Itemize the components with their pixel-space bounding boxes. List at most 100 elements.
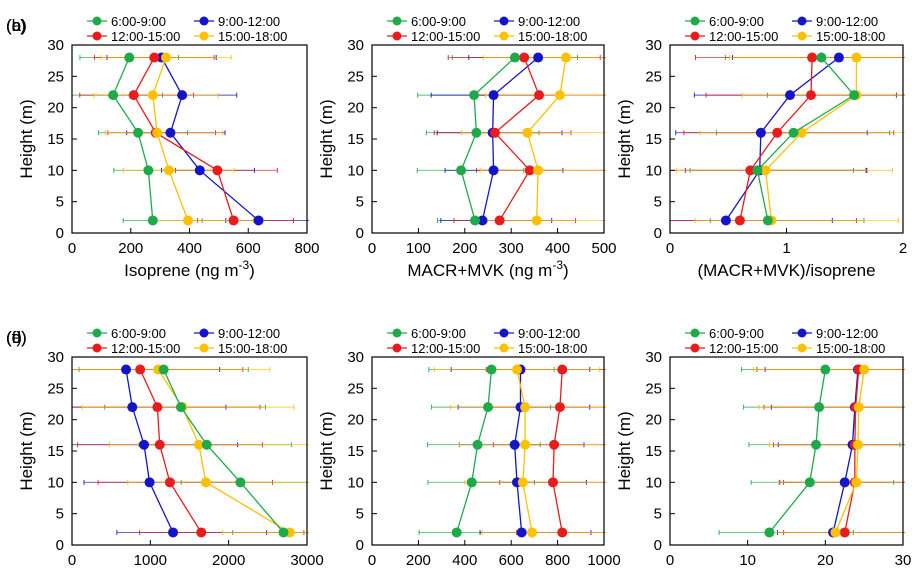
y-tick-label: 20 (347, 412, 364, 429)
data-point (486, 364, 497, 375)
legend-label: 9:00-12:00 (518, 326, 580, 341)
legend-marker (199, 328, 209, 338)
data-point (451, 527, 462, 538)
panel-1: 0 5 10 15 20 25 30 0 200 400 600 800 Isoprene (ng m-… (6, 14, 320, 280)
data-point (253, 215, 264, 226)
series-line (725, 57, 840, 221)
y-axis-label: Height (m) (317, 99, 336, 178)
x-tick-label: 30 (895, 552, 912, 569)
y-tick-label: 10 (645, 474, 662, 491)
y-tick-label: 25 (645, 68, 662, 85)
data-point (839, 527, 850, 538)
data-point (524, 165, 535, 176)
data-point (554, 90, 565, 101)
legend-marker (199, 343, 209, 353)
series-line (739, 57, 813, 221)
data-point (752, 165, 763, 176)
data-point (534, 90, 545, 101)
data-point (212, 165, 223, 176)
legend-marker (92, 16, 102, 26)
data-point (139, 439, 150, 450)
data-point (788, 127, 799, 138)
y-tick-label: 5 (654, 194, 662, 211)
data-point (859, 364, 870, 375)
legend-marker (92, 343, 102, 353)
y-axis-label: Height (m) (17, 99, 36, 178)
data-point (168, 527, 179, 538)
legend-marker (797, 343, 807, 353)
plot-frame (669, 356, 904, 546)
x-tick-label: 0 (368, 240, 376, 257)
x-tick-label: 2000 (212, 552, 245, 569)
x-tick-label: 800 (294, 240, 319, 257)
x-tick-label: 1000 (134, 552, 167, 569)
y-tick-label: 5 (56, 194, 64, 211)
legend-label: 6:00-9:00 (709, 14, 764, 29)
x-tick-label: 3000 (290, 552, 323, 569)
data-point (135, 364, 146, 375)
x-tick-label: 0 (368, 552, 376, 569)
data-point (489, 127, 500, 138)
data-point (805, 90, 816, 101)
legend-marker (499, 328, 509, 338)
y-tick-label: 20 (347, 100, 364, 117)
y-tick-label: 0 (56, 537, 64, 554)
data-point (456, 165, 467, 176)
data-point (196, 527, 207, 538)
x-axis-label: MACR+MVK (ng m-3) (407, 258, 568, 280)
data-point (127, 402, 138, 413)
data-point (533, 165, 544, 176)
y-tick-label: 25 (47, 380, 64, 397)
data-point (147, 215, 158, 226)
y-tick-label: 25 (347, 380, 364, 397)
legend-marker (499, 31, 509, 41)
data-point (470, 215, 481, 226)
y-tick-label: 10 (47, 474, 64, 491)
legend-label: 6:00-9:00 (411, 326, 466, 341)
data-point (560, 52, 571, 63)
series-line (161, 57, 259, 221)
legend-label: 6:00-9:00 (111, 326, 166, 341)
data-point (488, 165, 499, 176)
data-point (830, 527, 841, 538)
panel-5: 05101520253002004006008001000Toluene (ng… (6, 326, 621, 571)
data-point (764, 527, 775, 538)
data-point (471, 127, 482, 138)
legend-label: 15:00-18:00 (218, 341, 287, 356)
y-tick-label: 15 (645, 131, 662, 148)
data-point (755, 127, 766, 138)
data-point (554, 402, 565, 413)
y-tick-label: 30 (645, 37, 662, 54)
x-axis-label: (MACR+MVK)/isoprene (697, 261, 875, 280)
data-point (228, 215, 239, 226)
legend-label: 6:00-9:00 (111, 14, 166, 29)
data-point (163, 165, 174, 176)
legend-label: 15:00-18:00 (816, 29, 885, 44)
x-tick-label: 400 (452, 552, 477, 569)
series-line (514, 369, 523, 533)
data-point (152, 402, 163, 413)
data-point (165, 127, 176, 138)
data-point (520, 402, 531, 413)
data-point (814, 402, 825, 413)
panel-label: (d) (6, 328, 27, 347)
data-point (147, 90, 158, 101)
y-tick-label: 25 (347, 68, 364, 85)
data-point (477, 215, 488, 226)
legend-marker (690, 31, 700, 41)
legend-marker (392, 328, 402, 338)
series-line (756, 57, 856, 221)
data-point (784, 90, 795, 101)
data-point (533, 52, 544, 63)
series-line (125, 369, 174, 533)
data-point (278, 527, 289, 538)
y-tick-label: 10 (347, 162, 364, 179)
legend-marker (392, 16, 402, 26)
data-point (772, 127, 783, 138)
legend-label: 15:00-18:00 (218, 29, 287, 44)
y-tick-label: 15 (645, 443, 662, 460)
legend-marker (690, 328, 700, 338)
legend-label: 9:00-12:00 (816, 326, 878, 341)
